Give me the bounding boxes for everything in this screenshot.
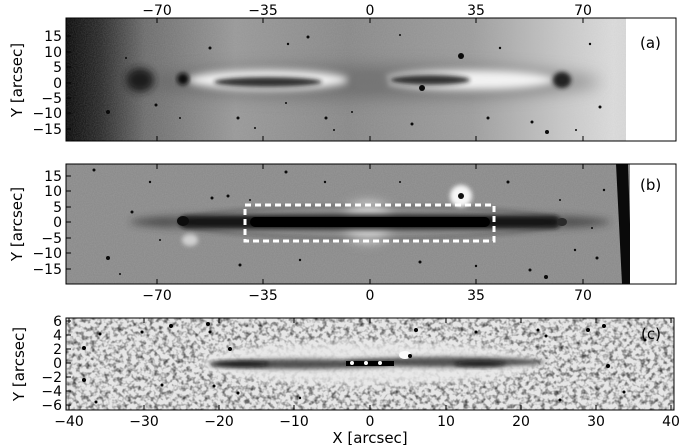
panel-b-xtick-label: 70 <box>574 288 592 304</box>
panel-b-xtick-label: −70 <box>142 288 172 304</box>
panel-a-xticks: −70 −35 0 35 70 <box>142 3 592 141</box>
panel-b-ytick-label: 0 <box>53 215 62 231</box>
panel-a-ytick-label: 15 <box>44 29 62 45</box>
panel-c-xtick-label: −10 <box>279 414 309 430</box>
panel-c-ytick-label: −2 <box>41 370 62 386</box>
panel-a-image <box>66 18 626 141</box>
panel-b-image <box>66 164 632 284</box>
panel-a-frame <box>65 17 677 142</box>
panel-c-xtick-label: −40 <box>54 414 84 430</box>
panel-b-ytick-label: 5 <box>53 200 62 216</box>
panel-c-xtick-label: 0 <box>366 414 375 430</box>
panel-c-xtick-label: 30 <box>587 414 605 430</box>
panel-c-ylabel: Y [arcsec] <box>10 327 28 402</box>
panel-c-xtick-label: 40 <box>662 414 680 430</box>
panel-c-ytick-label: 4 <box>53 328 62 344</box>
panel-a-ytick-label: 5 <box>53 60 62 76</box>
panel-c-ytick-label: 6 <box>53 314 62 330</box>
panel-c-ytick-label: −6 <box>41 398 62 414</box>
panel-c-xtick-label: −20 <box>204 414 234 430</box>
panel-c-ytick-label: −4 <box>41 384 62 400</box>
panel-a-xtick-label: −35 <box>248 3 278 19</box>
panel-a-ytick-label: −15 <box>32 122 62 138</box>
panel-c-tag: (c) <box>641 325 661 343</box>
panel-a-xtick-label: −70 <box>142 3 172 19</box>
panel-c-xtick-label: −30 <box>129 414 159 430</box>
panel-b-xtick-label: −35 <box>248 288 278 304</box>
panel-c-xticks: −40 −30 −20 −10 0 10 20 30 40 <box>54 318 680 430</box>
panel-c-xtick-label: 10 <box>437 414 455 430</box>
panel-c-ytick-label: 0 <box>53 356 62 372</box>
panel-b-tag: (b) <box>640 176 661 194</box>
panel-b-ytick-label: −5 <box>41 231 62 247</box>
panel-b-ylabel: Y [arcsec] <box>8 187 26 262</box>
panel-a-xtick-label: 0 <box>366 3 375 19</box>
panel-a-xtick-label: 35 <box>467 3 485 19</box>
panel-a-ytick-label: 10 <box>44 45 62 61</box>
panel-b-region-box <box>243 203 496 243</box>
panel-b-xtick-label: 0 <box>366 288 375 304</box>
panel-b-ytick-label: 15 <box>44 169 62 185</box>
panel-c-image <box>66 318 674 410</box>
panel-c-xtick-label: 20 <box>512 414 530 430</box>
panel-a-ytick-label: −10 <box>32 106 62 122</box>
panel-a-tag: (a) <box>640 34 661 52</box>
panel-b-ytick-label: −15 <box>32 262 62 278</box>
panel-b-ytick-label: −10 <box>32 246 62 262</box>
panel-a-ytick-label: −5 <box>41 91 62 107</box>
panel-a-ytick-label: 0 <box>53 76 62 92</box>
panel-a-xtick-label: 70 <box>574 3 592 19</box>
panel-b-xticks: −70 −35 0 35 70 <box>142 164 592 304</box>
panel-c-ytick-label: 2 <box>53 342 62 358</box>
panel-c-xlabel: X [arcsec] <box>332 429 407 447</box>
panel-b-ytick-label: 10 <box>44 184 62 200</box>
panel-b-xtick-label: 35 <box>467 288 485 304</box>
panel-b-frame <box>65 163 677 285</box>
panel-a-ylabel: Y [arcsec] <box>8 43 26 118</box>
